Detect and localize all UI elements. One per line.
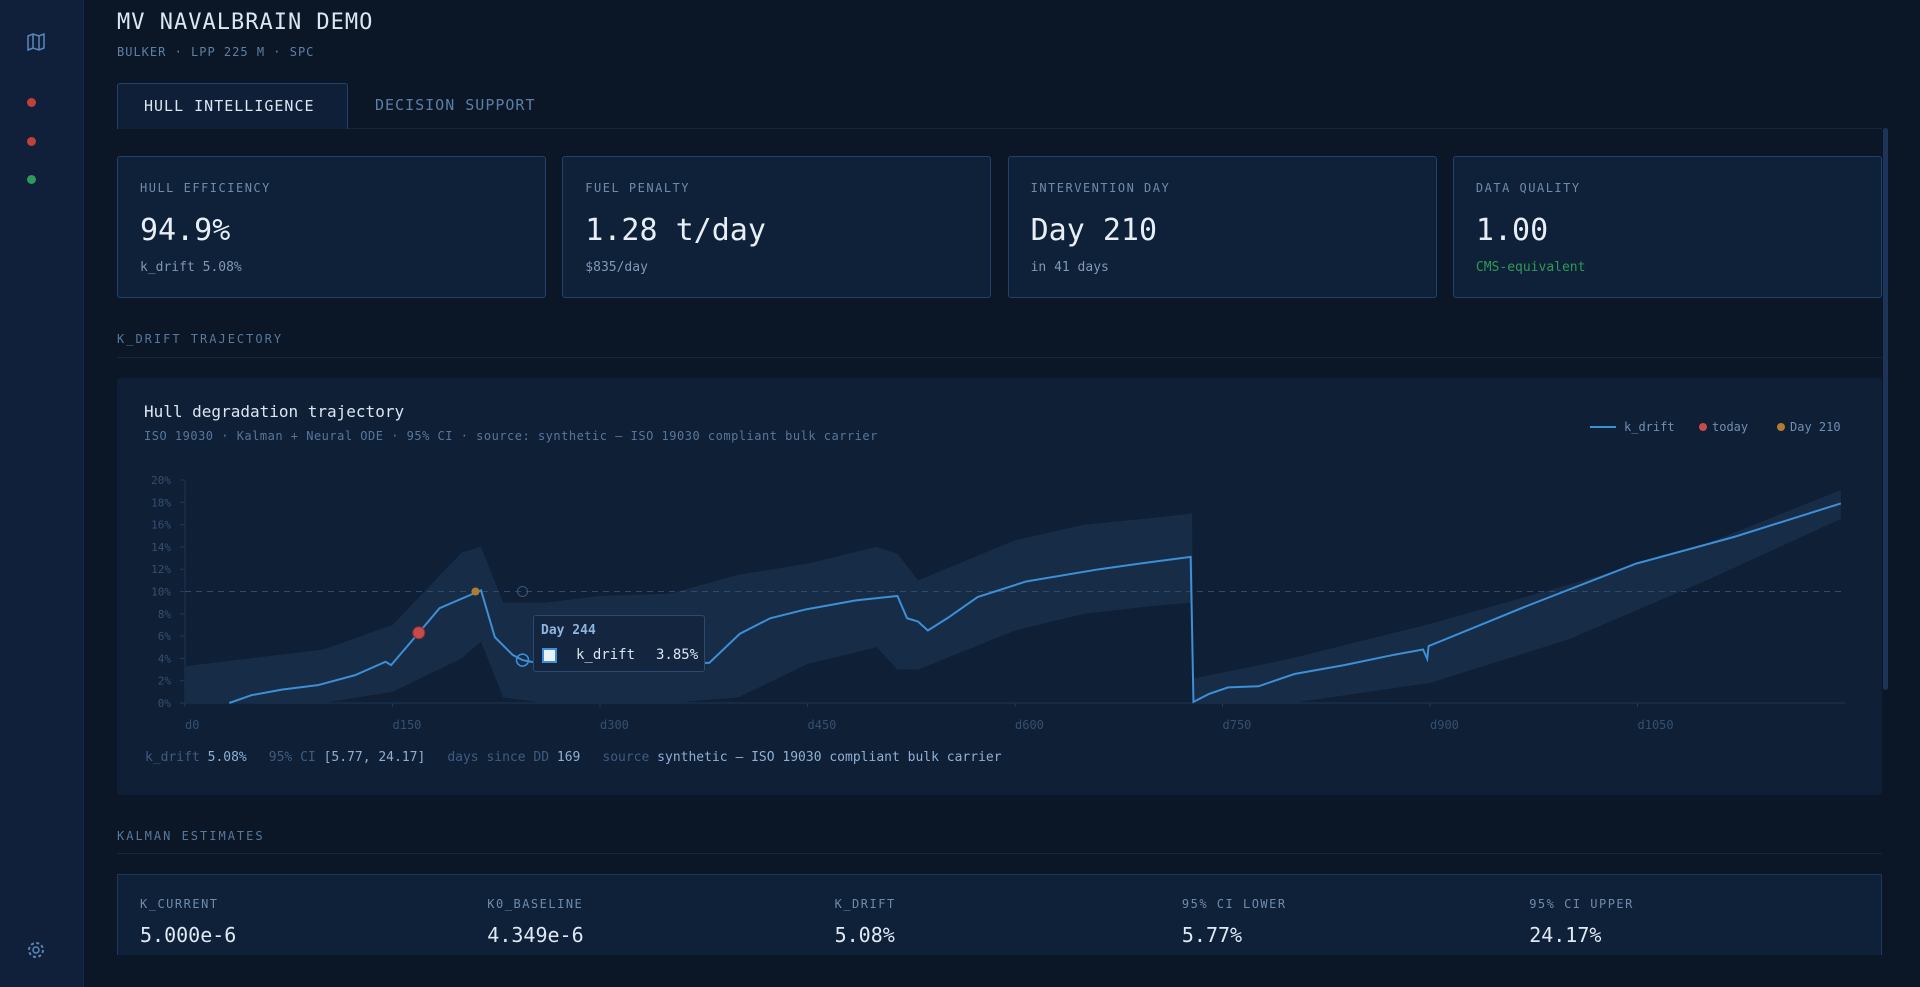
x-tick-label: d450: [808, 718, 837, 732]
y-tick-label: 6%: [158, 630, 172, 643]
chart-footer: k_drift 5.08% 95% CI [5.77, 24.17] days si…: [145, 750, 1024, 765]
tab-rule: [117, 128, 1882, 129]
stat-label: k_drift: [145, 750, 200, 765]
tooltip-series: k_drift: [576, 647, 636, 663]
y-tick-label: 0%: [158, 697, 172, 710]
estimate-label: K0_BASELINE: [487, 897, 584, 911]
y-tick-label: 18%: [151, 496, 171, 509]
estimate-label: 95% CI UPPER: [1529, 897, 1634, 911]
estimates-panel: K_CURRENT 5.000e-6 K0_BASELINE 4.349e-6 K_DR…: [117, 874, 1882, 955]
status-dot[interactable]: [27, 137, 36, 146]
chart-subtitle: ISO 19030 · Kalman + Neural ODE · 95% CI…: [144, 429, 878, 443]
x-tick-label: d900: [1430, 718, 1459, 732]
estimate-value: 5.08%: [834, 923, 895, 947]
kpi-value: Day 210: [1030, 213, 1158, 248]
kpi-card: INTERVENTION DAY Day 210 in 41 days: [1007, 156, 1437, 298]
kpi-sub: in 41 days: [1030, 260, 1109, 275]
x-tick-label: d0: [185, 718, 199, 732]
tooltip-value: 3.85%: [656, 647, 699, 663]
marker: [412, 626, 426, 640]
stat-value: 5.08%: [207, 750, 247, 765]
estimate-label: K_DRIFT: [834, 897, 896, 911]
hover-point: [515, 653, 530, 667]
legend-label: Day 210: [1790, 420, 1841, 434]
tab-active[interactable]: HULL INTELLIGENCE: [117, 83, 348, 129]
kpi-sub: $835/day: [585, 260, 648, 275]
x-tick-label: d300: [600, 718, 629, 732]
estimate-label: K_CURRENT: [140, 897, 219, 911]
kpi-value: 1.00: [1475, 213, 1549, 248]
chart-title: Hull degradation trajectory: [144, 402, 404, 421]
page-subtitle: BULKER · LPP 225 M · SPC: [117, 45, 315, 59]
legend-dot: [1699, 423, 1707, 431]
stat-label: days since DD: [447, 750, 550, 765]
stat-value: [5.77, 24.17]: [323, 750, 426, 765]
x-tick-label: d1050: [1638, 718, 1674, 732]
hover-threshold-point: [517, 586, 529, 597]
kpi-card: FUEL PENALTY 1.28 t/day $835/day: [562, 156, 992, 298]
y-tick-label: 10%: [151, 586, 171, 599]
y-tick-label: 4%: [158, 652, 172, 665]
kpi-label: DATA QUALITY: [1475, 181, 1581, 195]
map-icon[interactable]: [26, 32, 46, 52]
x-tick-label: d750: [1223, 718, 1252, 732]
legend-dot: [1777, 423, 1785, 431]
y-tick-label: 2%: [158, 675, 172, 688]
estimate-value: 4.349e-6: [487, 923, 584, 947]
marker: [471, 587, 480, 596]
section-label: KALMAN ESTIMATES: [117, 829, 265, 843]
settings-icon[interactable]: [26, 940, 46, 960]
kpi-card: DATA QUALITY 1.00 CMS-equivalent: [1452, 156, 1882, 298]
section-rule: [117, 357, 1882, 358]
y-tick-label: 16%: [151, 519, 171, 532]
y-tick-label: 14%: [151, 541, 171, 554]
kpi-value: 1.28 t/day: [585, 213, 766, 248]
sidebar: [0, 0, 84, 987]
x-tick-label: d150: [393, 718, 422, 732]
stat-value: 169: [556, 750, 581, 765]
kpi-label: FUEL PENALTY: [585, 181, 690, 195]
section-rule: [117, 853, 1882, 854]
ci-band: [185, 490, 1841, 703]
legend-label: k_drift: [1624, 420, 1675, 434]
y-tick-label: 20%: [151, 474, 171, 487]
estimate-value: 5.77%: [1181, 923, 1243, 947]
kpi-label: HULL EFFICIENCY: [140, 181, 271, 195]
kpi-label: INTERVENTION DAY: [1030, 181, 1171, 195]
status-dot[interactable]: [27, 98, 36, 107]
y-tick-label: 8%: [158, 608, 172, 621]
stat-label: source: [602, 750, 650, 765]
estimate-label: 95% CI LOWER: [1181, 897, 1287, 911]
kpi-sub: k_drift 5.08%: [140, 260, 242, 275]
section-label: K_DRIFT TRAJECTORY: [117, 332, 284, 346]
page-title: MV NAVALBRAIN DEMO: [117, 10, 374, 35]
legend-label: today: [1712, 420, 1748, 434]
kpi-value: 94.9%: [140, 213, 231, 248]
scrollbar[interactable]: [1883, 128, 1888, 690]
tooltip-swatch: [542, 648, 557, 663]
status-dot[interactable]: [27, 175, 36, 184]
kpi-card: HULL EFFICIENCY 94.9% k_drift 5.08%: [117, 156, 546, 298]
tooltip: Day 244 k_drift 3.85%: [533, 615, 705, 672]
y-tick-label: 12%: [151, 563, 171, 576]
kpi-sub: CMS-equivalent: [1475, 260, 1586, 275]
stat-value: synthetic — ISO 19030 compliant bulk car…: [657, 750, 1002, 765]
estimate-value: 5.000e-6: [140, 923, 237, 947]
tab[interactable]: DECISION SUPPORT: [375, 96, 536, 114]
stat-label: 95% CI: [268, 750, 316, 765]
estimate-value: 24.17%: [1529, 923, 1602, 947]
x-tick-label: d600: [1015, 718, 1044, 732]
tooltip-title: Day 244: [541, 623, 596, 638]
